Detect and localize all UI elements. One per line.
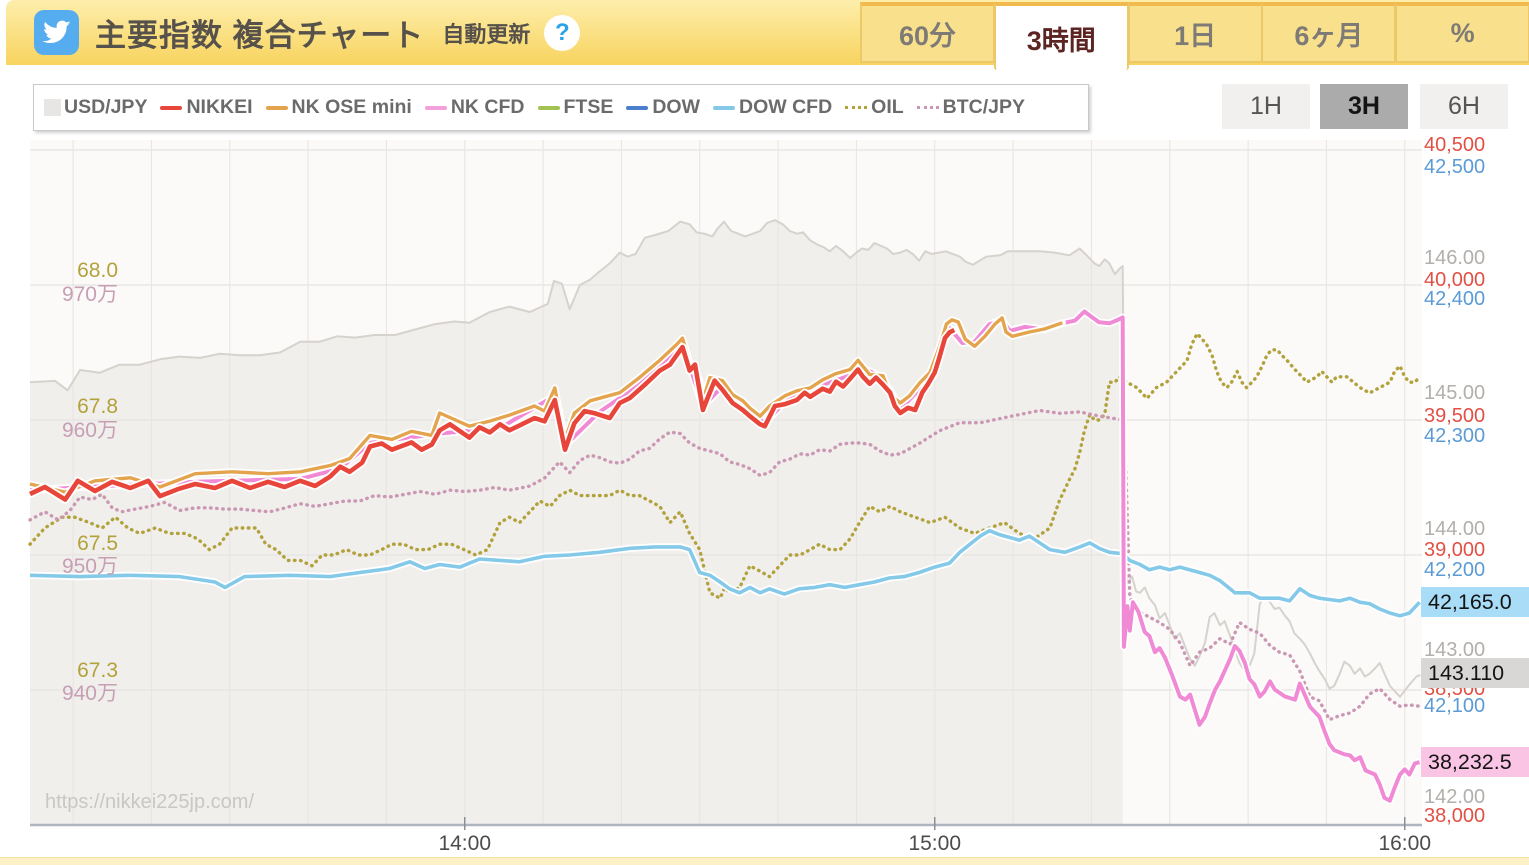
twitter-icon[interactable] xyxy=(34,10,79,55)
y-axis-label-left: 970万 xyxy=(61,283,118,306)
legend-label: FTSE xyxy=(563,96,614,118)
usdjpy-line xyxy=(29,219,1421,698)
price-badge: 42,165.0 xyxy=(1421,587,1529,617)
bottom-strip xyxy=(0,857,1529,865)
help-icon[interactable]: ? xyxy=(544,14,581,51)
btc-jpy-swatch-icon xyxy=(916,106,939,109)
y-axis-label-left: 67.3 xyxy=(77,659,118,682)
watermark: https://nikkei225jp.com/ xyxy=(45,791,254,813)
x-axis-label: 14:00 xyxy=(438,832,492,855)
y-axis-label-right: 146.00 xyxy=(1424,247,1486,269)
legend-item-dow[interactable]: DOW xyxy=(626,96,700,119)
ftse-swatch-icon xyxy=(537,105,560,110)
dow-swatch-icon xyxy=(626,105,649,110)
price-badge: 38,232.5 xyxy=(1421,747,1529,777)
y-axis-label-right: 38,000 xyxy=(1424,805,1486,827)
range-button-6h[interactable]: 6H xyxy=(1420,84,1508,129)
page-title: 主要指数 複合チャート xyxy=(95,18,425,53)
legend-item-dow-cfd[interactable]: DOW CFD xyxy=(713,96,832,119)
oil-line xyxy=(28,331,1422,600)
dow-cfd-swatch-icon xyxy=(713,105,735,110)
header-title-group: 主要指数 複合チャート 自動更新 ? xyxy=(34,0,581,65)
twitter-bird-icon xyxy=(41,20,71,43)
auto-update-label: 自動更新 xyxy=(442,21,531,47)
x-axis-label: 16:00 xyxy=(1378,832,1432,855)
y-axis-label-right: 42,300 xyxy=(1424,425,1486,447)
legend-label: OIL xyxy=(871,96,904,118)
legend-label: USD/JPY xyxy=(64,96,148,118)
oil-swatch-icon xyxy=(845,106,868,109)
y-axis-label-left: 67.8 xyxy=(77,395,118,418)
btc-line xyxy=(28,408,1422,722)
x-axis-label: 15:00 xyxy=(908,832,962,855)
price-badge: 143.110 xyxy=(1421,658,1529,688)
legend-item-btc-jpy[interactable]: BTC/JPY xyxy=(916,96,1026,119)
legend-item-nk-cfd[interactable]: NK CFD xyxy=(424,96,525,119)
usd-jpy-swatch-icon xyxy=(44,99,61,116)
tab-60-[interactable]: 60分 xyxy=(860,2,995,63)
y-axis-label-left: 960万 xyxy=(61,419,118,442)
legend-item-usd-jpy[interactable]: USD/JPY xyxy=(44,96,147,119)
range-button-3h[interactable]: 3H xyxy=(1320,84,1408,129)
nk-ose-mini-swatch-icon xyxy=(265,105,288,110)
legend-label: BTC/JPY xyxy=(942,96,1026,118)
nikkei-swatch-icon xyxy=(160,105,183,110)
y-axis-label-right: 42,400 xyxy=(1424,288,1486,310)
y-axis-label-right: 145.00 xyxy=(1424,382,1486,404)
y-axis-label-right: 40,500 xyxy=(1424,134,1486,156)
nikkei-line xyxy=(29,328,956,502)
y-axis-label-left: 950万 xyxy=(61,555,118,578)
legend-label: NIKKEI xyxy=(186,96,253,118)
legend-label: NK OSE mini xyxy=(291,96,412,118)
y-axis-label-left: 68.0 xyxy=(77,259,118,282)
nk-cfd-swatch-icon xyxy=(424,105,447,110)
y-axis-label-left: 940万 xyxy=(61,682,118,705)
legend-label: NK CFD xyxy=(450,96,525,118)
legend-label: DOW CFD xyxy=(739,96,833,118)
legend-item-nikkei[interactable]: NIKKEI xyxy=(160,96,253,119)
y-axis-label-right: 142.00 xyxy=(1424,786,1486,808)
tab-3-[interactable]: 3時間 xyxy=(993,2,1129,70)
y-axis-label-right: 42,100 xyxy=(1424,695,1486,717)
legend-item-nk-ose-mini[interactable]: NK OSE mini xyxy=(265,96,412,119)
tab-6-[interactable]: 6ヶ月 xyxy=(1261,2,1397,63)
legend-item-oil[interactable]: OIL xyxy=(845,96,904,119)
app-header: 主要指数 複合チャート 自動更新 ? 60分 3時間 1日 6ヶ月% xyxy=(6,0,1529,70)
dowcfd-line xyxy=(29,528,1421,618)
tab-1-[interactable]: 1日 xyxy=(1127,2,1263,63)
range-button-1h[interactable]: 1H xyxy=(1222,84,1310,129)
y-axis-label-left: 67.5 xyxy=(77,532,118,555)
y-axis-label-right: 42,500 xyxy=(1424,156,1486,178)
y-axis-label-right: 39,500 xyxy=(1424,405,1486,427)
chart-legend: USD/JPY NIKKEI NK OSE mini NK CFD FTSE DOW DOW… xyxy=(33,84,1089,131)
y-axis-label-right: 144.00 xyxy=(1424,518,1486,540)
y-axis-label-right: 42,200 xyxy=(1424,559,1486,581)
y-axis-label-right: 143.00 xyxy=(1424,639,1486,661)
y-axis-label-right: 39,000 xyxy=(1424,539,1486,561)
legend-item-ftse[interactable]: FTSE xyxy=(537,96,614,119)
y-axis-label-right: 40,000 xyxy=(1424,269,1486,291)
legend-label: DOW xyxy=(652,96,700,118)
